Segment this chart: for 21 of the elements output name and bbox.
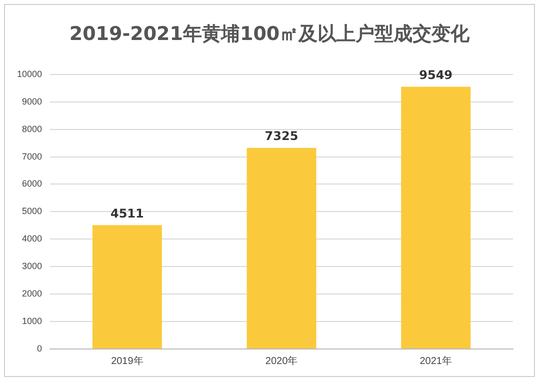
y-tick-label: 6000 xyxy=(22,178,42,189)
data-label: 9549 xyxy=(419,68,453,82)
y-tick-label: 5000 xyxy=(22,206,42,216)
chart-title: 2019-2021年黄埔100㎡及以上户型成交变化 xyxy=(68,22,471,47)
x-tick-label: 2021年 xyxy=(420,354,452,367)
data-label: 7325 xyxy=(264,128,298,143)
bar xyxy=(401,86,471,348)
y-tick-label: 1000 xyxy=(22,316,42,326)
x-tick-label: 2019年 xyxy=(111,354,144,367)
y-tick-label: 0 xyxy=(37,343,42,354)
data-label: 4511 xyxy=(110,206,144,220)
y-tick-label: 7000 xyxy=(22,151,42,162)
y-tick-label: 10000 xyxy=(16,68,42,79)
y-tick-label: 9000 xyxy=(22,96,42,106)
bar xyxy=(246,148,316,348)
bar xyxy=(92,225,162,348)
x-tick-label: 2020年 xyxy=(265,354,298,367)
y-tick-label: 3000 xyxy=(22,261,42,272)
y-tick-label: 2000 xyxy=(22,288,42,299)
y-tick-label: 8000 xyxy=(22,124,42,134)
y-tick-label: 4000 xyxy=(22,234,42,244)
